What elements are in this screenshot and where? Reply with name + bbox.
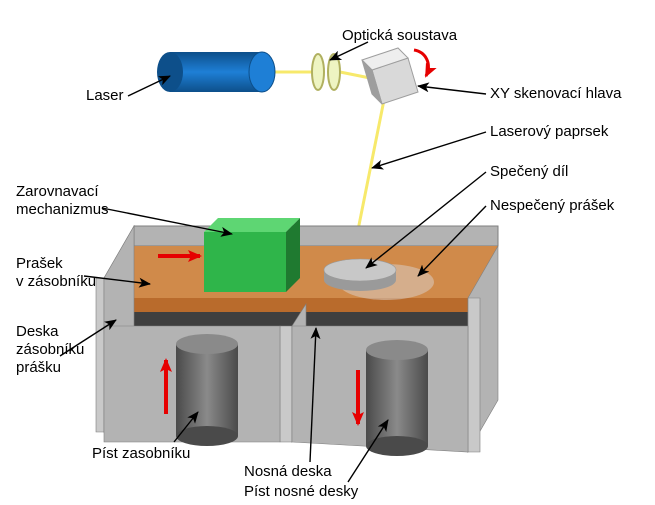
laser-icon bbox=[157, 52, 275, 92]
right-wall-front bbox=[468, 298, 480, 452]
label-bin-plate: Deska zásobníku prášku bbox=[16, 323, 89, 376]
leader bbox=[372, 132, 486, 168]
build-plate bbox=[104, 312, 468, 326]
recoater-blade-icon bbox=[204, 218, 300, 292]
left-wall-front bbox=[96, 278, 104, 432]
leader bbox=[330, 42, 368, 60]
label-powder-bin: Prašek v zásobníku bbox=[16, 255, 96, 290]
sintered-part-icon bbox=[324, 259, 396, 291]
feed-piston-icon bbox=[176, 334, 238, 446]
label-carrier-plate: Nosná deska bbox=[244, 463, 332, 480]
rotation-arrow-icon bbox=[414, 50, 428, 76]
label-scan-head: XY skenovací hlava bbox=[490, 85, 622, 102]
center-divider bbox=[280, 326, 292, 442]
leader bbox=[418, 86, 486, 94]
label-unsintered: Nespečený prášek bbox=[490, 197, 615, 214]
label-beam: Laserový paprsek bbox=[490, 123, 609, 140]
lens-icon bbox=[312, 54, 340, 90]
label-bin-piston: Píst zasobníku bbox=[92, 445, 190, 462]
back-wall bbox=[134, 226, 498, 246]
label-optics: Optická soustava bbox=[342, 27, 458, 44]
scan-head-icon bbox=[362, 48, 418, 104]
label-sintered: Spečený díl bbox=[490, 163, 568, 180]
sls-diagram: Laser Optická soustava XY skenovací hlav… bbox=[0, 0, 655, 505]
label-leveling: Zarovnavací mechanizmus bbox=[16, 183, 109, 218]
label-laser: Laser bbox=[86, 87, 124, 104]
label-carrier-piston: Píst nosné desky bbox=[244, 483, 359, 500]
powder-front bbox=[104, 298, 468, 312]
